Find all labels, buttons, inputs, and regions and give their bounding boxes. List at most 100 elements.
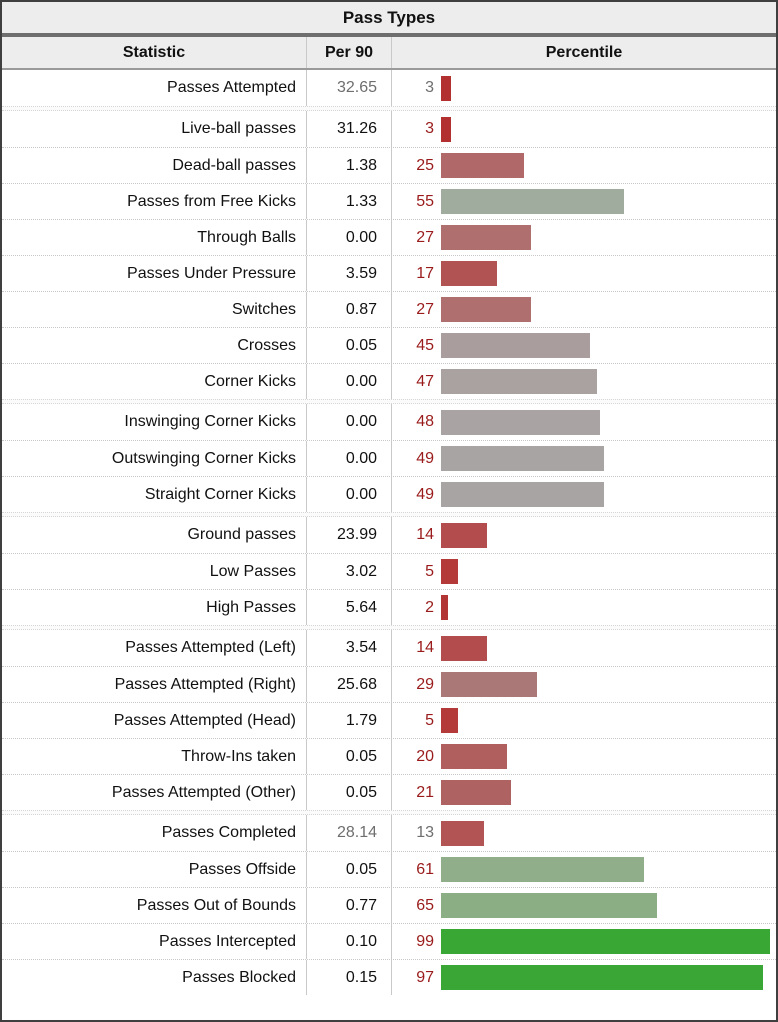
per90-value: 3.54 <box>307 630 392 666</box>
percentile-bar-track <box>441 929 773 954</box>
table-title: Pass Types <box>342 7 436 27</box>
percentile-bar <box>441 635 488 661</box>
percentile-cell: 3 <box>392 111 776 147</box>
percentile-value: 65 <box>416 896 434 914</box>
per90-value: 0.00 <box>307 441 392 476</box>
percentile-cell: 17 <box>392 256 776 291</box>
percentile-bar-track <box>441 635 773 661</box>
stat-label: Live-ball passes <box>2 111 307 147</box>
percentile-cell: 65 <box>392 888 776 923</box>
column-header-per90: Per 90 <box>307 37 392 68</box>
table-row: Ground passes 23.99 14 <box>2 517 776 553</box>
percentile-bar-track <box>441 965 773 990</box>
table-row: Live-ball passes 31.26 3 <box>2 111 776 147</box>
percentile-cell: 20 <box>392 739 776 774</box>
percentile-cell: 14 <box>392 517 776 553</box>
percentile-bar-track <box>441 482 773 507</box>
stat-label: Switches <box>2 292 307 327</box>
percentile-bar-track <box>441 333 773 358</box>
percentile-bar-track <box>441 153 773 178</box>
percentile-value: 21 <box>416 783 434 801</box>
table-row: Passes Attempted (Left) 3.54 14 <box>2 630 776 666</box>
table-row: Passes from Free Kicks 1.33 55 <box>2 183 776 219</box>
table-row: Outswinging Corner Kicks 0.00 49 <box>2 440 776 476</box>
percentile-cell: 48 <box>392 404 776 440</box>
row-group: Passes Attempted (Left) 3.54 14 Passes Atte… <box>2 630 776 810</box>
stat-label: Straight Corner Kicks <box>2 477 307 512</box>
percentile-cell: 3 <box>392 70 776 106</box>
percentile-bar <box>441 708 458 733</box>
stat-label: Passes Attempted (Left) <box>2 630 307 666</box>
percentile-cell: 29 <box>392 667 776 702</box>
table-row: Corner Kicks 0.00 47 <box>2 363 776 399</box>
percentile-bar <box>441 559 458 584</box>
table-row: High Passes 5.64 2 <box>2 589 776 625</box>
percentile-bar <box>441 857 644 882</box>
percentile-bar <box>441 409 601 435</box>
percentile-bar <box>441 153 524 178</box>
percentile-value: 49 <box>416 485 434 503</box>
percentile-bar <box>441 744 508 769</box>
percentile-bar-track <box>441 672 773 697</box>
table-header-row: Statistic Per 90 Percentile <box>2 37 776 70</box>
percentile-bar <box>441 893 657 918</box>
table-row: Passes Under Pressure 3.59 17 <box>2 255 776 291</box>
per90-value: 0.10 <box>307 924 392 959</box>
table-row: Dead-ball passes 1.38 25 <box>2 147 776 183</box>
percentile-value: 55 <box>416 192 434 210</box>
stat-label: Corner Kicks <box>2 364 307 399</box>
percentile-value: 2 <box>425 598 434 616</box>
table-body: Passes Attempted 32.65 3 Live-ball passes 31… <box>2 70 776 1020</box>
stat-label: Low Passes <box>2 554 307 589</box>
percentile-bar <box>441 965 764 990</box>
percentile-bar <box>441 672 538 697</box>
percentile-value: 45 <box>416 336 434 354</box>
per90-value: 0.77 <box>307 888 392 923</box>
percentile-bar <box>441 189 624 214</box>
per90-value: 0.00 <box>307 220 392 255</box>
stat-label: Passes Attempted (Other) <box>2 775 307 810</box>
percentile-value: 14 <box>416 526 434 543</box>
per90-value: 28.14 <box>307 815 392 851</box>
percentile-bar-track <box>441 75 773 101</box>
table-row: Throw-Ins taken 0.05 20 <box>2 738 776 774</box>
percentile-bar-track <box>441 595 773 620</box>
table-row: Passes Intercepted 0.10 99 <box>2 923 776 959</box>
percentile-value: 27 <box>416 300 434 318</box>
percentile-cell: 99 <box>392 924 776 959</box>
percentile-bar-track <box>441 225 773 250</box>
percentile-bar-track <box>441 297 773 322</box>
percentile-cell: 25 <box>392 148 776 183</box>
percentile-cell: 49 <box>392 441 776 476</box>
table-row: Passes Attempted (Head) 1.79 5 <box>2 702 776 738</box>
per90-value: 0.00 <box>307 364 392 399</box>
percentile-cell: 45 <box>392 328 776 363</box>
percentile-bar <box>441 522 488 548</box>
percentile-value: 5 <box>425 711 434 729</box>
percentile-cell: 27 <box>392 220 776 255</box>
row-group: Live-ball passes 31.26 3 Dead-ball passes 1.… <box>2 111 776 399</box>
percentile-value: 25 <box>416 156 434 174</box>
percentile-cell: 14 <box>392 630 776 666</box>
percentile-bar-track <box>441 116 773 142</box>
percentile-cell: 47 <box>392 364 776 399</box>
per90-value: 0.05 <box>307 775 392 810</box>
percentile-bar-track <box>441 261 773 286</box>
stat-label: Dead-ball passes <box>2 148 307 183</box>
per90-value: 0.00 <box>307 404 392 440</box>
table-row: Switches 0.87 27 <box>2 291 776 327</box>
percentile-cell: 97 <box>392 960 776 995</box>
percentile-bar <box>441 820 485 846</box>
table-row: Passes Attempted (Right) 25.68 29 <box>2 666 776 702</box>
percentile-bar <box>441 297 531 322</box>
percentile-value: 99 <box>416 932 434 950</box>
row-group: Passes Attempted 32.65 3 <box>2 70 776 106</box>
per90-value: 1.33 <box>307 184 392 219</box>
percentile-bar-track <box>441 780 773 805</box>
table-row: Crosses 0.05 45 <box>2 327 776 363</box>
stat-label: Outswinging Corner Kicks <box>2 441 307 476</box>
table-row: Passes Attempted 32.65 3 <box>2 70 776 106</box>
per90-value: 31.26 <box>307 111 392 147</box>
percentile-value: 49 <box>416 449 434 467</box>
